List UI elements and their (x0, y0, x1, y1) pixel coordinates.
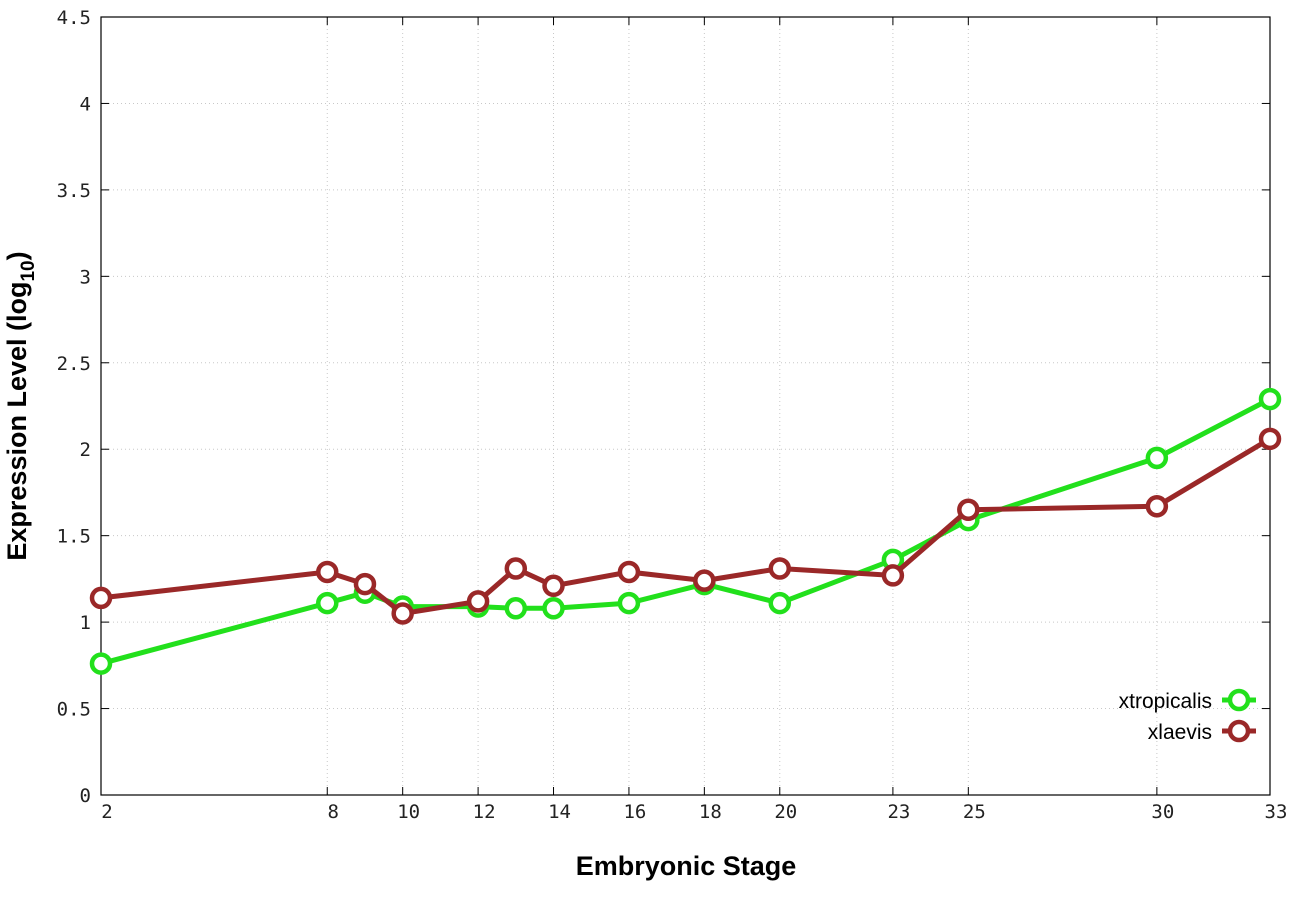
x-tick-label: 18 (699, 801, 722, 823)
y-axis-title-end: ) (2, 251, 32, 260)
series-xtropicalis (89, 387, 1282, 675)
data-point-xlaevis (693, 569, 716, 592)
data-point-xlaevis (504, 557, 528, 580)
data-point-xlaevis (353, 572, 377, 596)
x-tick-label: 2 (101, 801, 112, 823)
y-axis-title: Expression Level (log10) (2, 251, 39, 560)
x-tick-label: 23 (887, 801, 910, 823)
x-tick-label: 30 (1151, 801, 1174, 823)
y-tick-label: 4 (80, 93, 91, 115)
x-tick-label: 16 (623, 801, 646, 823)
series-line-xtropicalis (100, 396, 1272, 667)
y-tick-label: 0.5 (57, 699, 91, 721)
legend-label-xlaevis: xlaevis (1148, 721, 1212, 744)
data-point-xtropicalis (1145, 446, 1169, 470)
data-point-xlaevis (316, 560, 339, 584)
data-point-xlaevis (542, 574, 565, 598)
y-tick-label: 2.5 (57, 353, 91, 375)
grid-lines (101, 17, 1270, 795)
y-axis-title-main: Expression Level (log (2, 282, 32, 561)
data-point-xlaevis (881, 564, 905, 587)
x-tick-label: 10 (397, 801, 420, 823)
data-point-xtropicalis (768, 591, 792, 615)
y-tick-label: 1 (80, 612, 91, 634)
data-point-xtropicalis (617, 591, 641, 615)
data-point-xtropicalis (542, 597, 565, 620)
data-point-xlaevis (957, 498, 980, 521)
x-tick-label: 25 (963, 801, 986, 823)
axis-ticks: 0 0.5 1 1.5 2 2.5 3 3.5 4 4.5 2 8 10 12 14 16 18 20 23 25 30… (57, 7, 1288, 823)
data-point-xlaevis (391, 602, 414, 625)
data-point-xtropicalis (316, 591, 339, 615)
plot-frame (100, 16, 1271, 796)
y-tick-label: 2 (80, 439, 91, 461)
x-tick-label: 33 (1265, 801, 1288, 823)
data-point-xlaevis (1145, 495, 1169, 518)
data-point-xlaevis (768, 557, 792, 580)
y-tick-label: 3 (80, 266, 91, 288)
y-tick-label: 4.5 (57, 7, 91, 29)
y-tick-label: 1.5 (57, 526, 91, 548)
legend-swatch-marker-xtropicalis (1227, 688, 1251, 712)
series-layer (89, 387, 1282, 675)
legend: xtropicalis xlaevis (1119, 688, 1256, 744)
data-point-xtropicalis (504, 597, 528, 620)
data-point-xlaevis (617, 560, 641, 584)
data-point-xtropicalis (89, 652, 113, 675)
y-tick-label: 0 (80, 785, 91, 807)
series-xlaevis (89, 427, 1282, 625)
legend-label-xtropicalis: xtropicalis (1119, 690, 1212, 713)
x-tick-label: 14 (548, 801, 571, 823)
y-tick-label: 3.5 (57, 180, 91, 202)
y-axis-title-subscript: 10 (18, 260, 39, 281)
x-tick-label: 20 (774, 801, 797, 823)
x-axis-title: Embryonic Stage (576, 851, 797, 881)
data-point-xtropicalis (1258, 387, 1282, 411)
x-tick-label: 8 (328, 801, 339, 823)
legend-swatch-marker-xlaevis (1227, 719, 1251, 743)
data-point-xlaevis (1258, 427, 1282, 451)
data-point-xlaevis (466, 590, 490, 613)
data-point-xlaevis (89, 586, 113, 610)
x-tick-label: 12 (473, 801, 496, 823)
